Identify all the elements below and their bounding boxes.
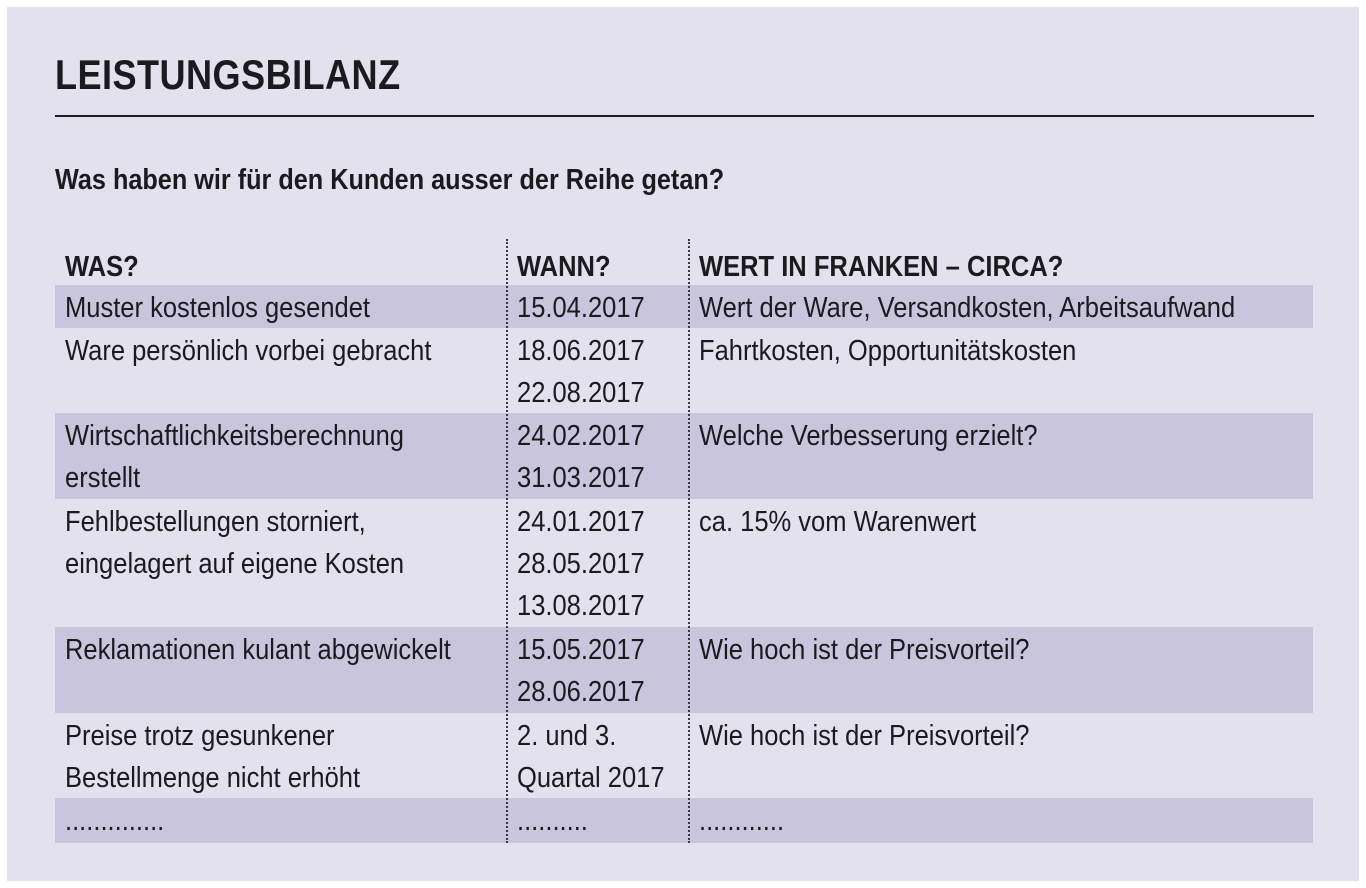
cell-wann: 15.05.2017 28.06.2017 <box>517 634 645 708</box>
cell-was: .............. <box>65 805 165 837</box>
cell-wert: Welche Verbesserung erzielt? <box>699 420 1038 452</box>
cell-wann: 24.01.2017 28.05.2017 13.08.2017 <box>517 506 645 622</box>
header-wann: WANN? <box>517 251 611 283</box>
header-was: WAS? <box>65 251 139 283</box>
title-divider <box>55 115 1314 117</box>
cell-was: Fehlbestellungen storniert, eingelagert … <box>65 506 405 580</box>
cell-was: Ware persönlich vorbei gebracht <box>65 335 432 367</box>
cell-wert: Wie hoch ist der Preisvorteil? <box>699 634 1030 666</box>
column-divider-2 <box>688 239 690 843</box>
info-panel: LEISTUNGSBILANZ Was haben wir für den Ku… <box>7 7 1359 881</box>
cell-wann: 2. und 3. Quartal 2017 <box>517 720 665 794</box>
cell-wert: Fahrtkosten, Opportunitätskosten <box>699 335 1077 367</box>
leistungs-table: WAS? WANN? WERT IN FRANKEN – CIRCA? Must… <box>55 239 1313 843</box>
cell-wann: .......... <box>517 805 588 837</box>
table-row: Fehlbestellungen storniert, eingelagert … <box>55 499 1313 627</box>
cell-was: Wirtschaftlichkeitsberechnung erstellt <box>65 420 405 494</box>
table-row: Preise trotz gesunkener Bestellmenge nic… <box>55 713 1313 798</box>
cell-was: Preise trotz gesunkener Bestellmenge nic… <box>65 720 361 794</box>
table-row: Muster kostenlos gesendet 15.04.2017 Wer… <box>55 285 1313 328</box>
table-row: Ware persönlich vorbei gebracht 18.06.20… <box>55 328 1313 413</box>
table-row: .............. .......... ............ <box>55 798 1313 843</box>
cell-wert: Wert der Ware, Versandkosten, Arbeitsauf… <box>699 292 1236 324</box>
header-wert: WERT IN FRANKEN – CIRCA? <box>699 251 1064 283</box>
cell-was: Reklamationen kulant abgewickelt <box>65 634 451 666</box>
cell-wert: ca. 15% vom Warenwert <box>699 506 977 538</box>
cell-wann: 24.02.2017 31.03.2017 <box>517 420 645 494</box>
table-header-row: WAS? WANN? WERT IN FRANKEN – CIRCA? <box>55 239 1313 285</box>
cell-wann: 15.04.2017 <box>517 292 645 324</box>
page-subtitle: Was haben wir für den Kunden ausser der … <box>55 164 725 196</box>
cell-wert: Wie hoch ist der Preisvorteil? <box>699 720 1030 752</box>
page-title: LEISTUNGSBILANZ <box>55 51 401 98</box>
table-row: Wirtschaftlichkeitsberechnung erstellt 2… <box>55 413 1313 499</box>
cell-was: Muster kostenlos gesendet <box>65 292 371 324</box>
column-divider-1 <box>506 239 508 843</box>
cell-wert: ............ <box>699 805 785 837</box>
table-row: Reklamationen kulant abgewickelt 15.05.2… <box>55 627 1313 713</box>
cell-wann: 18.06.2017 22.08.2017 <box>517 335 645 409</box>
